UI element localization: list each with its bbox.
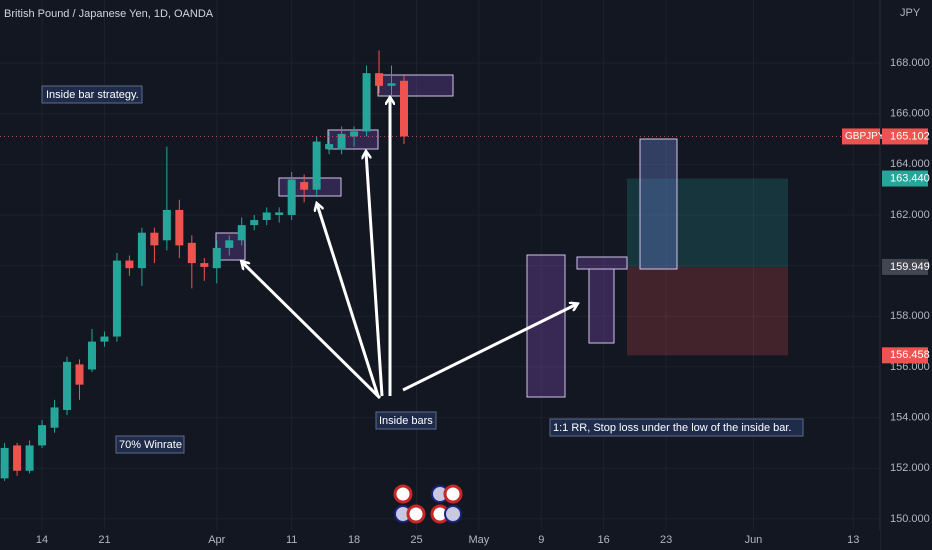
y-tick-label: 156.000 [890,361,930,373]
candle-body [399,80,408,137]
price-marker-label: 163.440 [890,172,930,184]
illustration-box [639,138,678,270]
x-tick-label: 21 [98,534,110,546]
price-marker [882,347,928,364]
candle-body [275,212,284,215]
y-tick-label: 150.000 [890,513,930,525]
icon [406,504,426,524]
profit-zone [627,178,788,267]
x-tick-label: 11 [286,534,297,546]
icon [444,505,462,523]
price-tag-value: 165.102 [890,130,930,142]
candle-body [362,73,371,132]
candle-body [50,407,59,428]
candle-body [137,232,146,269]
icon [443,484,463,504]
chart-title: British Pound / Japanese Yen, 1D, OANDA [4,8,214,20]
y-tick-label: 166.000 [890,108,930,120]
x-tick-label: 23 [660,534,672,546]
candle-body [200,263,209,267]
notes: Inside bar strategy. 70% Winrate Inside … [41,85,804,454]
x-tick-label: Apr [208,534,225,546]
x-tick-label: 9 [538,534,544,546]
y-tick-label: 152.000 [890,462,930,474]
candle-body [112,260,121,337]
arrow [317,204,380,397]
y-tick-label: 168.000 [890,57,930,69]
candle-body [387,83,396,86]
icon [393,484,413,504]
candle-body [162,209,171,241]
x-tick-label: Jun [745,534,763,546]
flag-icons [393,484,463,524]
price-axis [880,0,932,550]
price-marker-label: 156.458 [890,349,930,361]
candle-body [312,141,321,190]
candle-body [63,361,72,410]
arrows [242,98,577,400]
arrow [366,152,384,397]
time-axis [0,530,880,550]
candle-body [100,336,109,342]
price-marker [882,258,928,275]
price-marker-label: 159.949 [890,261,930,273]
candle-body [225,240,234,248]
candles [0,50,880,481]
candle-body [212,247,221,269]
arrow [242,262,382,400]
candle-body [187,242,196,264]
note-box [115,435,185,454]
candle-body [13,445,22,471]
candle-body [262,212,271,221]
loss-zone [627,266,788,356]
illustration-box [588,268,615,344]
y-tick-label: 154.000 [890,411,930,423]
y-tick-label: 164.000 [890,158,930,170]
candle-body [25,445,34,471]
price-tag [842,128,880,145]
note: Inside bars [379,415,433,427]
x-tick-label: 18 [348,534,360,546]
candle-body [300,182,309,190]
candle-body [337,133,346,150]
price-tag [882,128,928,145]
currency-label: JPY [900,7,921,19]
x-tick-label: 14 [36,534,48,546]
x-tick-label: 13 [847,534,859,546]
y-tick-label: 162.000 [890,209,930,221]
illustration-box [576,256,628,270]
x-tick-label: 16 [598,534,610,546]
candle-body [175,209,184,246]
overlays [639,138,678,270]
price-marker [882,170,928,187]
candle-body [38,425,47,446]
candle-body [325,144,334,150]
axis-labels: 150.000152.000154.000156.000158.000160.0… [36,57,930,546]
candle-body [150,232,159,246]
candle-body [75,364,84,385]
candle-body [0,447,9,479]
note-box [549,418,804,437]
note-box [375,411,437,430]
note: Inside bar strategy. [46,89,139,101]
note: 1:1 RR, Stop loss under the low of the i… [553,422,791,434]
arrow [402,304,577,392]
x-tick-label: May [468,534,489,546]
note: 70% Winrate [119,439,182,451]
x-tick-label: 25 [410,534,422,546]
candle-body [87,341,96,370]
candle-body [350,131,359,137]
price-tag-name: GBPJPY [845,131,885,142]
candle-body [375,73,384,86]
y-tick-label: 158.000 [890,310,930,322]
position-tool [627,178,788,356]
candle-body [237,225,246,241]
candle-body [250,220,259,226]
candle-body [125,260,134,269]
candle-body [287,179,296,215]
note-box [41,85,143,104]
